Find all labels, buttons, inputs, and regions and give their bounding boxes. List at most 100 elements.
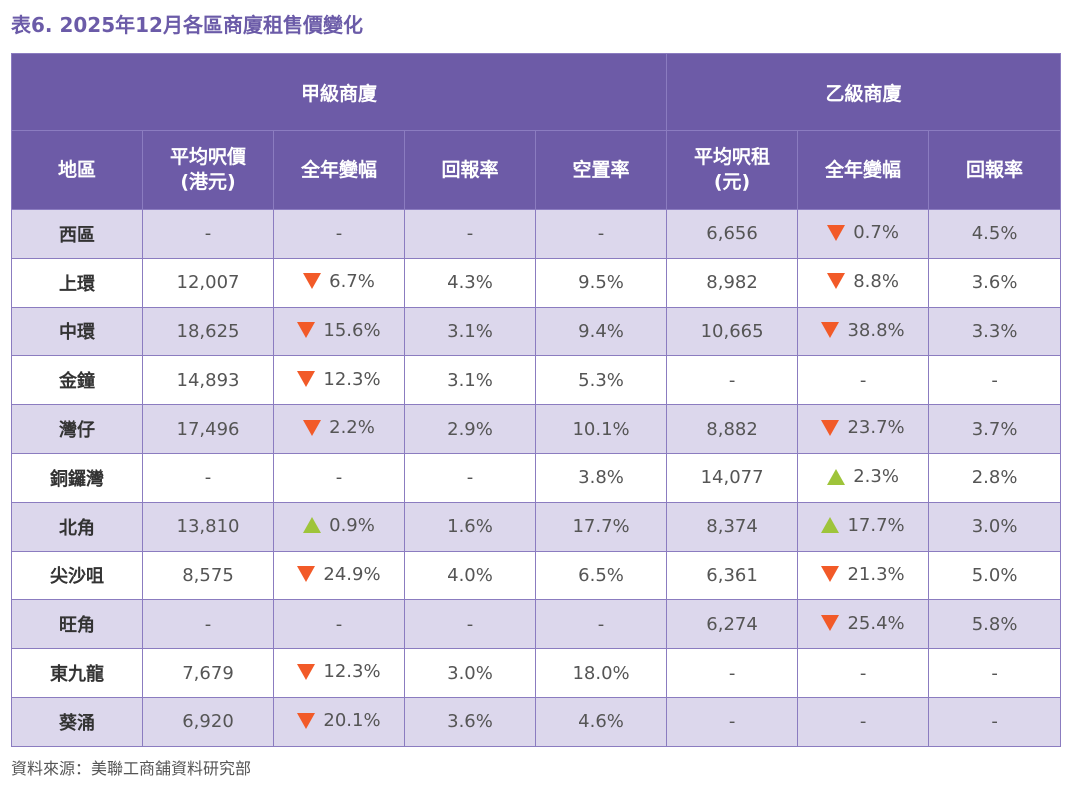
grade-b-change-cell: 17.7% [797,501,930,552]
grade-b-yield-cell: 3.7% [928,404,1062,454]
grade-a-change-cell: - [273,452,405,503]
change-text: - [335,467,343,489]
column-header-label: 平均呎價 [169,146,246,168]
change-text: 15.6% [323,319,381,341]
grade-b-rent-cell: - [666,648,799,698]
change-text: - [859,711,867,733]
grade-a-price-cell: 18,625 [142,306,274,357]
region-cell: 北角 [11,501,143,552]
grade-b-rent-cell: 8,882 [666,404,799,454]
table-row: 中環 18,625 15.6% 3.1% 9.4% 10,665 38.8% 3.3% [11,306,1062,357]
grade-b-rent-cell: - [666,696,799,747]
down-triangle-icon [821,566,840,583]
grade-b-yield-cell: 3.3% [928,306,1062,357]
change-text: - [859,369,867,391]
grade-b-change-cell: 23.7% [797,404,930,454]
change-value: - [860,711,867,732]
grade-a-vacancy-cell: 9.4% [534,306,668,357]
change-value: 38.8% [821,319,905,341]
table-row: 北角 13,810 0.9% 1.6% 17.7% 8,374 17.7% 3.0% [11,501,1062,552]
region-cell: 尖沙咀 [11,550,143,601]
grade-a-price-cell: 12,007 [142,257,274,308]
up-triangle-icon [827,468,846,485]
change-value: 0.7% [827,222,899,243]
grade-b-yield-cell: - [928,696,1062,747]
column-header-unit: (港元) [180,171,236,193]
table-row: 東九龍 7,679 12.3% 3.0% 18.0% - - - [11,648,1062,698]
grade-a-price-cell: 6,920 [142,696,274,747]
region-cell: 灣仔 [11,404,143,454]
grade-a-price-cell: 8,575 [142,550,274,601]
grade-a-vacancy-cell: - [534,209,668,259]
column-header-b-rent: 平均呎租 (元) [666,130,799,210]
change-text: 38.8% [847,319,905,341]
price-change-table: 甲級商廈 乙級商廈 地區 平均呎價 (港元) 全年變幅 回報率 空置率 平均呎租 (元) 全年變… [10,53,1062,747]
grade-a-change-cell: - [273,209,405,259]
grade-b-yield-cell: 5.0% [928,550,1062,601]
grade-b-change-cell: 38.8% [797,306,930,357]
change-value: 24.9% [297,564,381,585]
grade-b-yield-cell: 4.5% [928,209,1062,259]
down-triangle-icon [297,566,316,583]
grade-b-change-cell: 25.4% [797,599,930,650]
change-text: - [859,662,867,684]
grade-a-change-cell: 2.2% [273,404,405,454]
change-text: 0.9% [329,514,375,536]
grade-b-change-cell: 0.7% [797,209,930,259]
change-text: 20.1% [323,710,381,732]
grade-b-yield-cell: 3.0% [928,501,1062,552]
down-triangle-icon [303,419,322,436]
region-cell: 西區 [11,209,143,259]
grade-a-price-cell: 13,810 [142,501,274,552]
column-header-unit: (元) [713,171,751,193]
column-header-a-price: 平均呎價 (港元) [142,130,274,210]
change-text: 0.7% [853,222,899,244]
grade-a-change-cell: 15.6% [273,306,405,357]
column-header-label: 全年變幅 [825,158,902,181]
down-triangle-icon [297,712,316,729]
grade-b-rent-cell: 6,274 [666,599,799,650]
change-text: - [335,223,343,245]
column-header-label: 平均呎租 [694,146,771,168]
grade-a-yield-cell: 4.0% [404,550,536,601]
down-triangle-icon [827,273,846,290]
grade-a-yield-cell: 1.6% [404,501,536,552]
change-text: 2.3% [853,466,899,488]
down-triangle-icon [821,322,840,339]
change-text: 21.3% [847,563,905,585]
grade-a-vacancy-cell: 3.8% [534,452,668,503]
down-triangle-icon [297,371,316,388]
change-text: 6.7% [329,270,375,292]
change-value: - [336,614,343,635]
grade-a-vacancy-cell: - [534,599,668,650]
change-text: 2.2% [329,417,375,439]
grade-b-change-cell: - [797,355,930,406]
change-value: 2.3% [827,466,899,487]
change-value: 25.4% [821,613,905,634]
down-triangle-icon [303,273,322,290]
table-row: 旺角 - - - -6,274 25.4% 5.8% [11,599,1062,650]
change-value: - [860,370,867,391]
down-triangle-icon [827,224,846,241]
grade-a-change-cell: - [273,599,405,650]
grade-b-change-cell: 2.3% [797,452,930,503]
grade-a-yield-cell: - [404,599,536,650]
change-value: - [336,223,343,244]
table-row: 西區 - - - -6,656 0.7% 4.5% [11,209,1062,259]
grade-b-change-cell: - [797,648,930,698]
grade-a-change-cell: 24.9% [273,550,405,601]
region-cell: 金鐘 [11,355,143,406]
table-body: 西區 - - - -6,656 0.7% 4.5% 上環 12,007 6.7% 4.3% 9.5% 8… [11,209,1062,747]
change-value: 23.7% [821,417,905,438]
grade-a-vacancy-cell: 17.7% [534,501,668,552]
down-triangle-icon [821,419,840,436]
grade-a-price-cell: 7,679 [142,648,274,698]
column-header-b-change: 全年變幅 [797,130,930,210]
grade-b-yield-cell: - [928,648,1062,698]
down-triangle-icon [297,322,316,339]
grade-a-vacancy-cell: 6.5% [534,550,668,601]
grade-a-price-cell: - [142,209,274,259]
column-header-label: 回報率 [441,158,499,181]
grade-a-yield-cell: 4.3% [404,257,536,308]
change-value: 6.7% [303,271,375,292]
